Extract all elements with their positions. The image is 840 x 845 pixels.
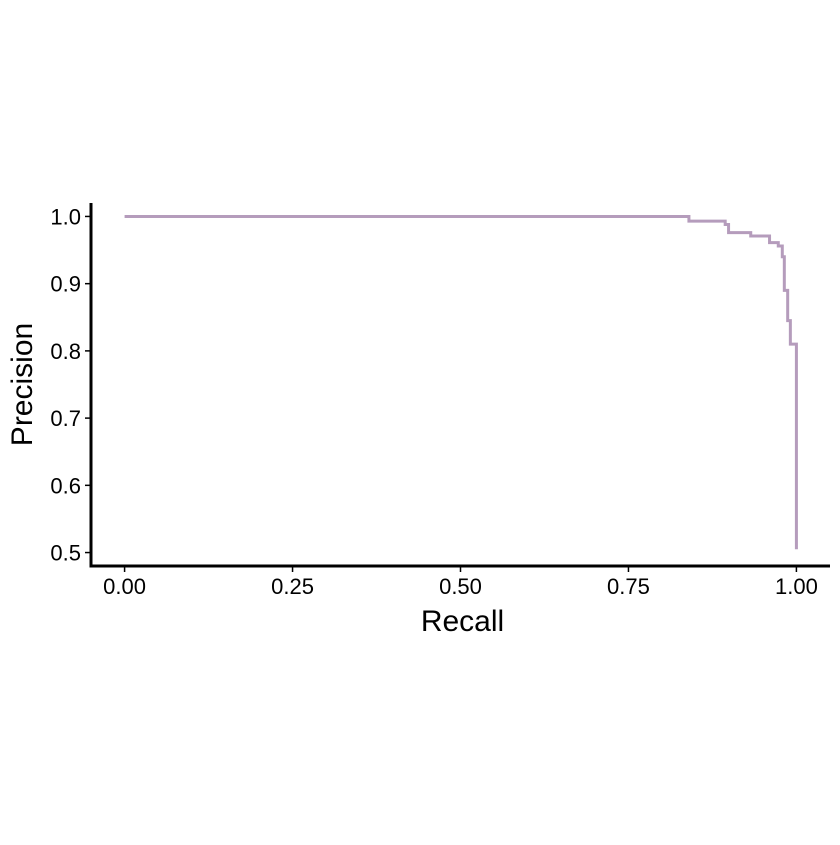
x-tick-label: 0.75 (607, 574, 650, 599)
x-axis-title: Recall (421, 605, 504, 638)
y-tick-label: 0.5 (50, 541, 81, 566)
y-tick-label: 0.7 (50, 406, 81, 431)
x-tick-label: 0.25 (271, 574, 314, 599)
x-tick-label: 1.00 (775, 574, 818, 599)
axis-layer: 0.00 0.25 0.50 0.75 1.00 0.5 0.6 0.7 0.8 0.9 1.0 (50, 203, 830, 599)
y-tick-label: 1.0 (50, 204, 81, 229)
series-layer (124, 214, 798, 550)
y-tick-label: 0.9 (50, 272, 81, 297)
y-tick-label: 0.6 (50, 473, 81, 498)
y-axis-title: Precision (6, 323, 39, 446)
pr-curve-line (124, 214, 798, 550)
x-tick-label: 0.00 (103, 574, 146, 599)
x-axis-ticks: 0.00 0.25 0.50 0.75 1.00 (103, 566, 818, 599)
x-tick-label: 0.50 (439, 574, 482, 599)
y-axis-ticks: 0.5 0.6 0.7 0.8 0.9 1.0 (50, 204, 91, 566)
y-tick-label: 0.8 (50, 339, 81, 364)
